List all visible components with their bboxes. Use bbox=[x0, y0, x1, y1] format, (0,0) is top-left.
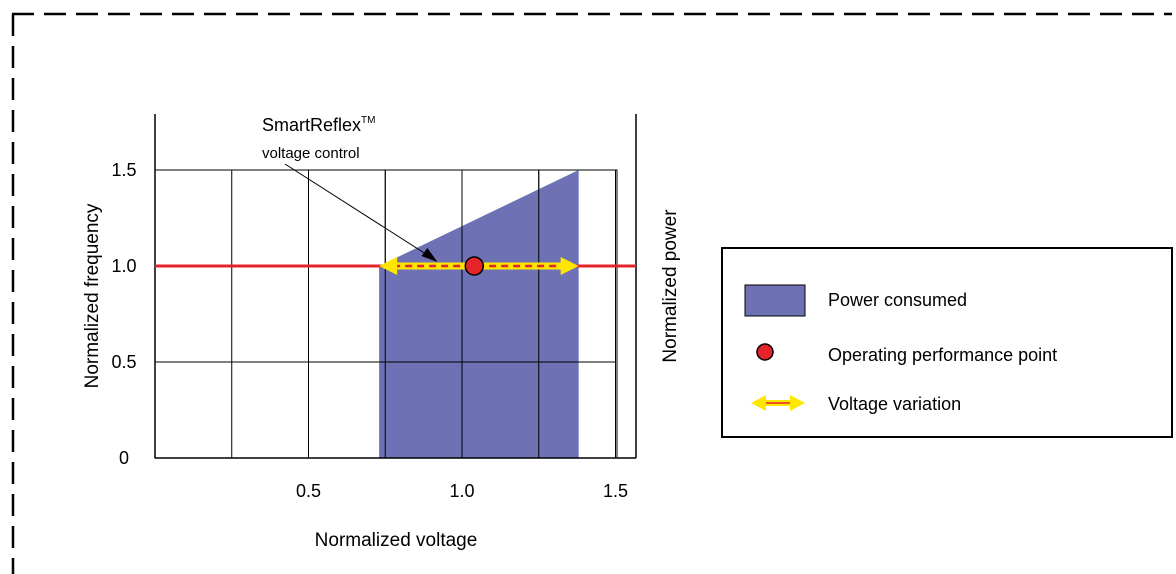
annotation-leader-line bbox=[284, 163, 428, 256]
legend: Power consumed Operating performance poi… bbox=[721, 247, 1173, 438]
y-axis-label: Normalized frequency bbox=[82, 203, 103, 388]
legend-voltage-variation-label: Voltage variation bbox=[828, 394, 961, 414]
x-tick-labels: 0.5 1.0 1.5 bbox=[296, 481, 628, 501]
legend-arrow-right-head bbox=[790, 395, 805, 411]
legend-power-label: Power consumed bbox=[828, 290, 967, 310]
dashed-frame-border bbox=[11, 12, 1172, 574]
y-tick-label: 0.5 bbox=[111, 352, 136, 372]
legend-power-swatch bbox=[744, 284, 806, 317]
x-tick-label: 1.5 bbox=[603, 481, 628, 501]
annotation-subtitle: voltage control bbox=[262, 145, 360, 162]
legend-operating-point-marker bbox=[756, 343, 774, 361]
y-tick-label: 1.5 bbox=[111, 160, 136, 180]
annotation-trademark: TM bbox=[361, 115, 375, 126]
x-tick-label: 0.5 bbox=[296, 481, 321, 501]
legend-voltage-variation-arrow bbox=[751, 395, 805, 411]
y-tick-label: 1.0 bbox=[111, 256, 136, 276]
power-axis-label: Normalized power bbox=[660, 209, 681, 363]
legend-arrow-left-head bbox=[751, 395, 766, 411]
x-tick-label: 1.0 bbox=[449, 481, 474, 501]
x-axis-label: Normalized voltage bbox=[315, 530, 478, 551]
voltage-variation-left-head bbox=[379, 257, 398, 275]
grid-overlay bbox=[379, 170, 579, 458]
operating-point-marker bbox=[464, 256, 485, 276]
smartreflex-annotation: SmartReflexTM voltage control bbox=[262, 115, 438, 262]
power-consumed-area bbox=[379, 170, 579, 458]
voltage-variation-right-head bbox=[560, 257, 579, 275]
y-tick-labels: 0 0.5 1.0 1.5 bbox=[111, 160, 136, 468]
annotation-title: SmartReflexTM bbox=[262, 115, 375, 135]
y-tick-label: 0 bbox=[119, 448, 129, 468]
legend-operating-point-label: Operating performance point bbox=[828, 345, 1057, 365]
annotation-arrowhead bbox=[421, 248, 438, 262]
